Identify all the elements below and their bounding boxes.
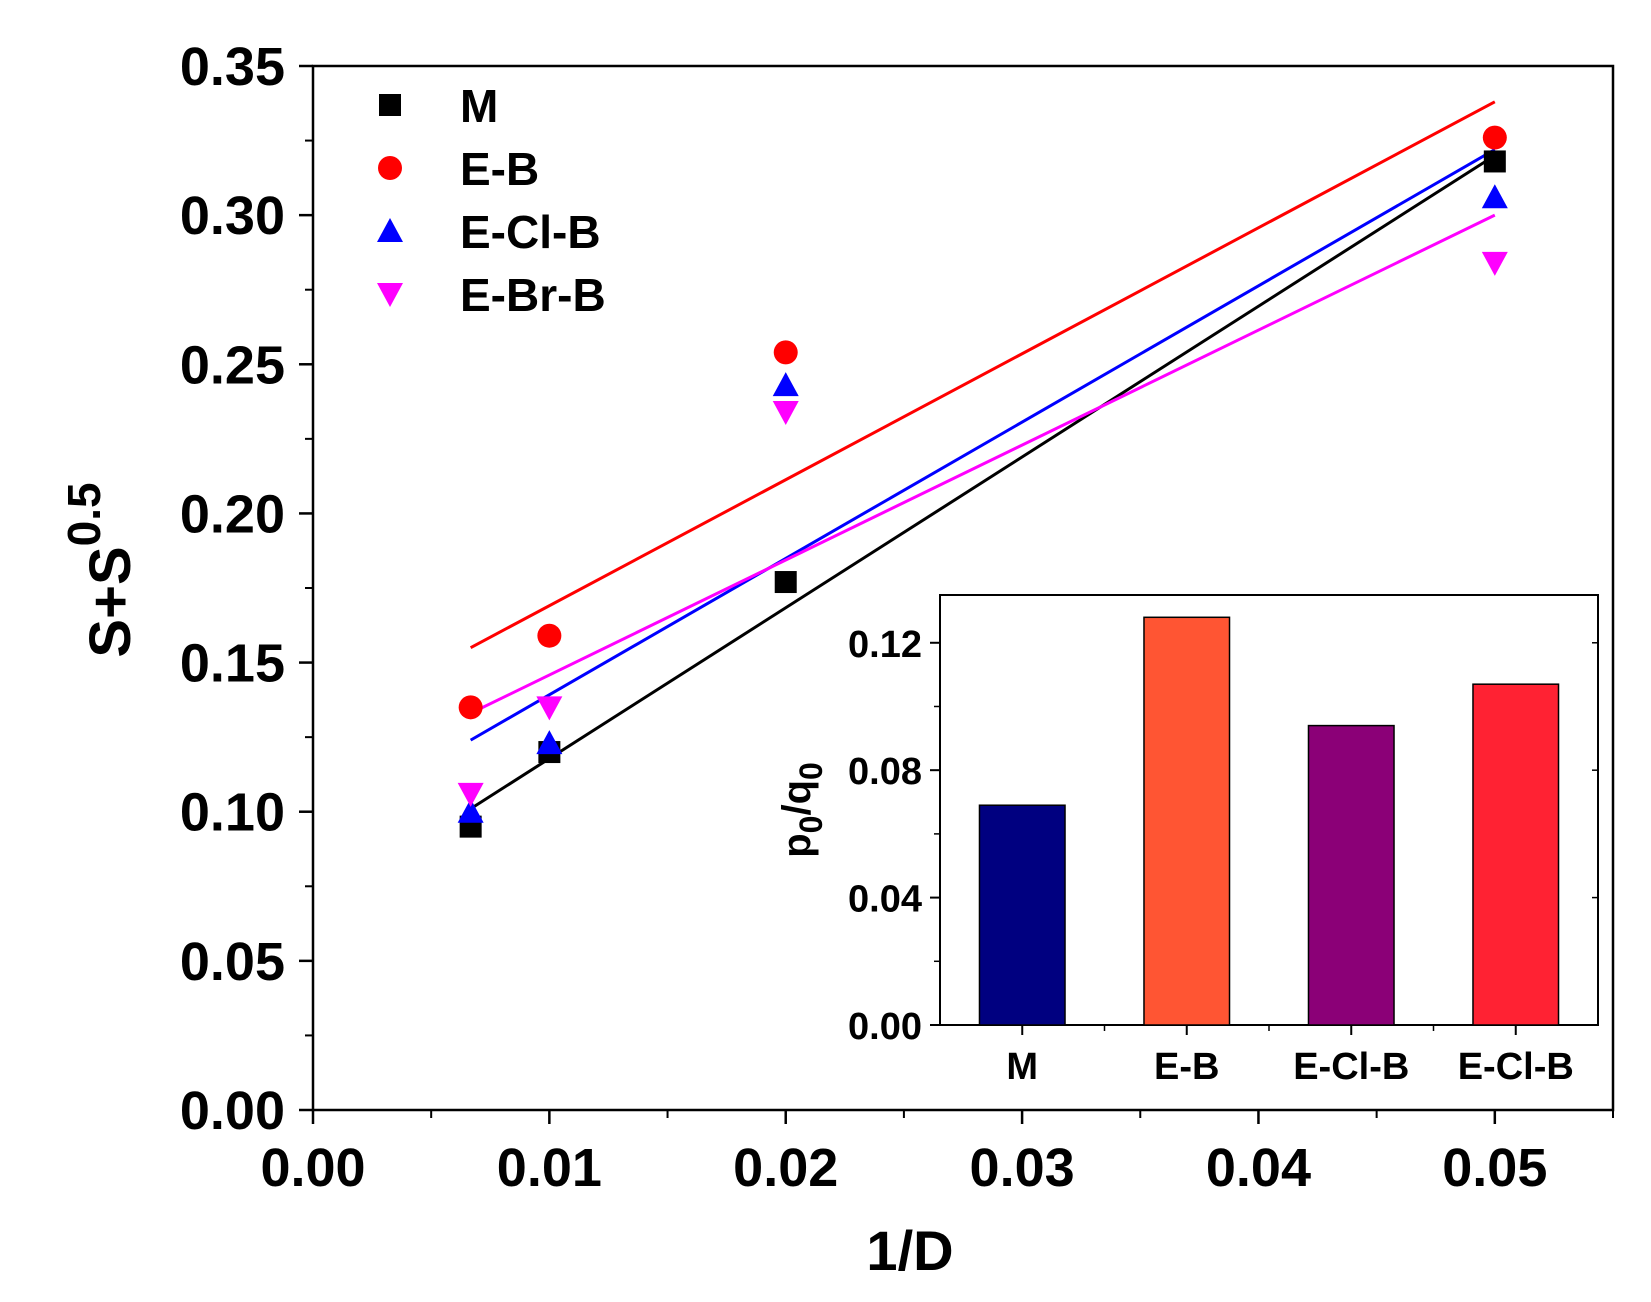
point-e-b [537, 623, 562, 648]
y-tick-label: 0.35 [180, 37, 285, 97]
y-tick-label: 0.05 [180, 932, 285, 992]
fit-lines [469, 100, 1496, 810]
y-tick-label: 0.00 [180, 1081, 285, 1141]
point-m [1483, 150, 1506, 173]
inset-bars: M E-B E-Cl-B E-Cl-B [978, 616, 1574, 1088]
legend-label-m: M [460, 80, 498, 132]
inset-bar [978, 804, 1066, 1026]
y-axis-label-sup: 0.5 [58, 482, 110, 546]
legend: M E-B E-Cl-B E-Br-B [377, 80, 606, 321]
y-axis-label-base: S+S [78, 546, 143, 657]
point-e-b [773, 340, 798, 365]
legend-label-e-b: E-B [460, 143, 539, 195]
svg-text:p0/q0: p0/q0 [775, 762, 829, 858]
inset-bar [1472, 683, 1560, 1026]
x-tick-label: 0.03 [970, 1138, 1075, 1198]
inset-y-label-sub1: 0 [793, 816, 829, 834]
legend-marker-e-cl-b [377, 218, 403, 242]
inset-y-label-slash: /q [775, 780, 819, 816]
point-e-br-b [1481, 251, 1508, 276]
main-axis-ticks: 0.00 0.01 0.02 0.03 0.04 0.05 0.00 0.05 0.10 0.15… [180, 37, 1614, 1198]
inset-x-tick-label: E-Cl-B [1293, 1046, 1409, 1088]
fit-line-e-cl-b [469, 148, 1496, 742]
x-tick-label: 0.04 [1206, 1138, 1311, 1198]
x-tick-label: 0.00 [260, 1138, 365, 1198]
point-e-br-b [457, 782, 484, 807]
x-tick-label: 0.05 [1442, 1138, 1547, 1198]
x-tick-label: 0.02 [733, 1138, 838, 1198]
inset-bar [1143, 616, 1231, 1026]
y-axis-label: S+S0.5 [58, 482, 143, 657]
fit-line-m [469, 154, 1496, 810]
legend-marker-m [379, 94, 401, 116]
legend-marker-e-b [378, 156, 402, 180]
inset-y-label-p: p [775, 833, 819, 857]
inset-bar [1307, 724, 1395, 1026]
inset-y-axis-label: p0/q0 [775, 762, 829, 858]
point-e-b [1482, 125, 1507, 150]
y-tick-label: 0.25 [180, 335, 285, 395]
inset-y-tick-label: 0.00 [848, 1006, 922, 1048]
inset-x-tick-label: E-B [1154, 1046, 1219, 1088]
point-e-br-b [536, 696, 563, 721]
inset-y-tick-label: 0.08 [848, 751, 922, 793]
y-tick-label: 0.15 [180, 634, 285, 694]
point-e-cl-b [772, 372, 799, 397]
fit-line-e-b [469, 100, 1496, 649]
legend-label-e-cl-b: E-Cl-B [460, 206, 601, 258]
point-m [774, 571, 797, 594]
point-e-cl-b [457, 798, 484, 823]
legend-marker-e-br-b [377, 283, 403, 307]
y-tick-label: 0.10 [180, 783, 285, 843]
point-e-cl-b [1481, 184, 1508, 209]
inset-x-tick-label: M [1006, 1046, 1038, 1088]
inset-y-label-sub2: 0 [793, 762, 829, 780]
svg-text:S+S0.5: S+S0.5 [58, 482, 143, 657]
fit-line-e-br-b [469, 213, 1496, 715]
point-e-b [458, 695, 483, 720]
inset-y-tick-label: 0.04 [848, 879, 922, 921]
point-e-br-b [772, 401, 799, 426]
inset-x-tick-label: E-Cl-B [1458, 1046, 1574, 1088]
legend-label-e-br-b: E-Br-B [460, 269, 606, 321]
y-tick-label: 0.30 [180, 186, 285, 246]
inset-y-tick-label: 0.12 [848, 624, 922, 666]
x-axis-label: 1/D [866, 1219, 953, 1282]
x-tick-label: 0.01 [497, 1138, 602, 1198]
inset-axis-ticks: 0.00 0.04 0.08 0.12 [848, 624, 1598, 1048]
point-e-cl-b [536, 730, 563, 755]
y-tick-label: 0.20 [180, 484, 285, 544]
data-points [457, 125, 1508, 838]
